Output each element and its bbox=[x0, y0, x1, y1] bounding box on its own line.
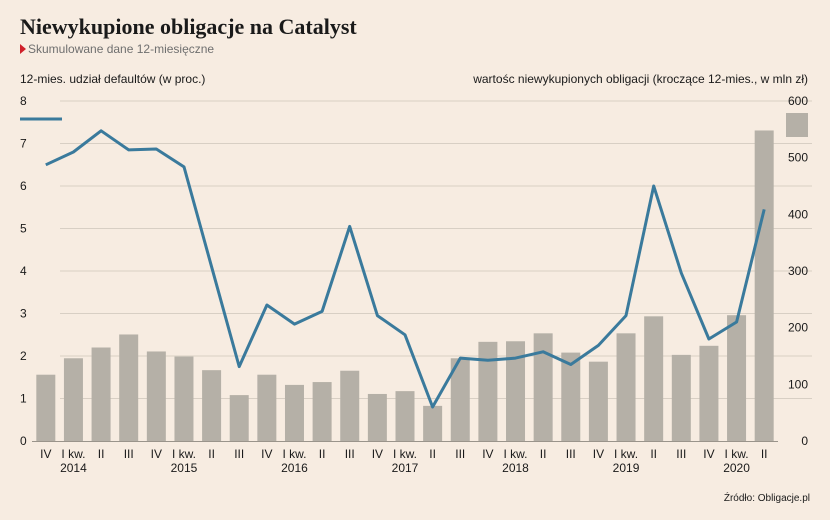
bar bbox=[367, 393, 387, 441]
red-triangle-marker bbox=[20, 44, 26, 54]
bar bbox=[229, 395, 249, 441]
right-tick-label: 500 bbox=[788, 151, 808, 165]
bar bbox=[174, 356, 194, 441]
x-tick-label: I kw. bbox=[504, 447, 528, 461]
bar bbox=[616, 333, 636, 441]
bar bbox=[36, 374, 56, 441]
year-label: 2015 bbox=[171, 461, 198, 475]
x-tick-label: III bbox=[345, 447, 355, 461]
year-label: 2019 bbox=[613, 461, 640, 475]
right-tick-label: 100 bbox=[788, 377, 808, 391]
left-tick-label: 5 bbox=[20, 222, 27, 236]
bar bbox=[312, 382, 332, 441]
bar bbox=[644, 316, 664, 441]
subtitle-text: Skumulowane dane 12-miesięczne bbox=[28, 42, 215, 56]
bar bbox=[202, 370, 222, 441]
right-tick-label: 300 bbox=[788, 264, 808, 278]
x-tick-label: III bbox=[566, 447, 576, 461]
bar bbox=[284, 384, 304, 441]
bar bbox=[671, 354, 691, 441]
right-tick-label: 400 bbox=[788, 207, 808, 221]
x-tick-label: IV bbox=[593, 447, 604, 461]
bar bbox=[506, 341, 526, 441]
left-tick-label: 7 bbox=[20, 137, 27, 151]
bar bbox=[561, 352, 581, 441]
year-label: 2014 bbox=[60, 461, 87, 475]
right-tick-label: 0 bbox=[801, 434, 808, 448]
bar bbox=[146, 351, 166, 441]
left-tick-label: 3 bbox=[20, 307, 27, 321]
chart-title: Niewykupione obligacje na Catalyst bbox=[20, 14, 357, 39]
x-tick-label: III bbox=[676, 447, 686, 461]
x-tick-label: I kw. bbox=[61, 447, 85, 461]
year-label: 2017 bbox=[392, 461, 419, 475]
chart-subtitle: Skumulowane dane 12-miesięczne bbox=[20, 42, 214, 56]
x-tick-label: IV bbox=[151, 447, 162, 461]
bar bbox=[63, 358, 83, 441]
x-tick-label: III bbox=[124, 447, 134, 461]
x-tick-label: II bbox=[319, 447, 326, 461]
bar bbox=[699, 345, 719, 441]
bar bbox=[754, 130, 774, 441]
left-tick-label: 4 bbox=[20, 264, 27, 278]
year-label: 2020 bbox=[723, 461, 750, 475]
left-tick-label: 2 bbox=[20, 349, 27, 363]
bar bbox=[91, 347, 111, 441]
x-tick-label: III bbox=[455, 447, 465, 461]
x-tick-label: II bbox=[540, 447, 547, 461]
x-tick-label: II bbox=[429, 447, 436, 461]
x-tick-label: IV bbox=[703, 447, 714, 461]
left-tick-label: 1 bbox=[20, 392, 27, 406]
x-tick-label: IV bbox=[261, 447, 272, 461]
source-note: Źródło: Obligacje.pl bbox=[723, 493, 810, 504]
x-tick-label: II bbox=[650, 447, 657, 461]
bar bbox=[423, 405, 443, 441]
left-tick-label: 6 bbox=[20, 179, 27, 193]
bar bbox=[533, 333, 553, 441]
x-tick-label: III bbox=[234, 447, 244, 461]
bar bbox=[588, 361, 608, 441]
x-tick-label: I kw. bbox=[614, 447, 638, 461]
year-label: 2016 bbox=[281, 461, 308, 475]
x-tick-label: I kw. bbox=[725, 447, 749, 461]
bar bbox=[727, 315, 747, 441]
bar bbox=[340, 370, 360, 441]
x-tick-label: II bbox=[761, 447, 768, 461]
right-axis-label: wartośc niewykupionych obligacji (kroczą… bbox=[473, 72, 808, 86]
bar bbox=[395, 391, 415, 441]
legend-bar-swatch bbox=[786, 113, 808, 137]
x-tick-label: II bbox=[208, 447, 215, 461]
left-tick-label: 8 bbox=[20, 94, 27, 108]
bar bbox=[450, 358, 470, 441]
x-tick-label: IV bbox=[372, 447, 383, 461]
x-tick-label: I kw. bbox=[282, 447, 306, 461]
x-tick-label: IV bbox=[482, 447, 493, 461]
x-tick-label: I kw. bbox=[393, 447, 417, 461]
left-axis-label: 12-mies. udział defaultów (w proc.) bbox=[20, 72, 206, 86]
right-tick-label: 600 bbox=[788, 94, 808, 108]
bar bbox=[478, 341, 498, 441]
bar bbox=[119, 334, 139, 441]
left-tick-label: 0 bbox=[20, 434, 27, 448]
x-tick-label: I kw. bbox=[172, 447, 196, 461]
bar bbox=[257, 374, 277, 441]
right-tick-label: 200 bbox=[788, 321, 808, 335]
year-label: 2018 bbox=[502, 461, 529, 475]
x-tick-label: II bbox=[98, 447, 105, 461]
x-tick-label: IV bbox=[40, 447, 51, 461]
